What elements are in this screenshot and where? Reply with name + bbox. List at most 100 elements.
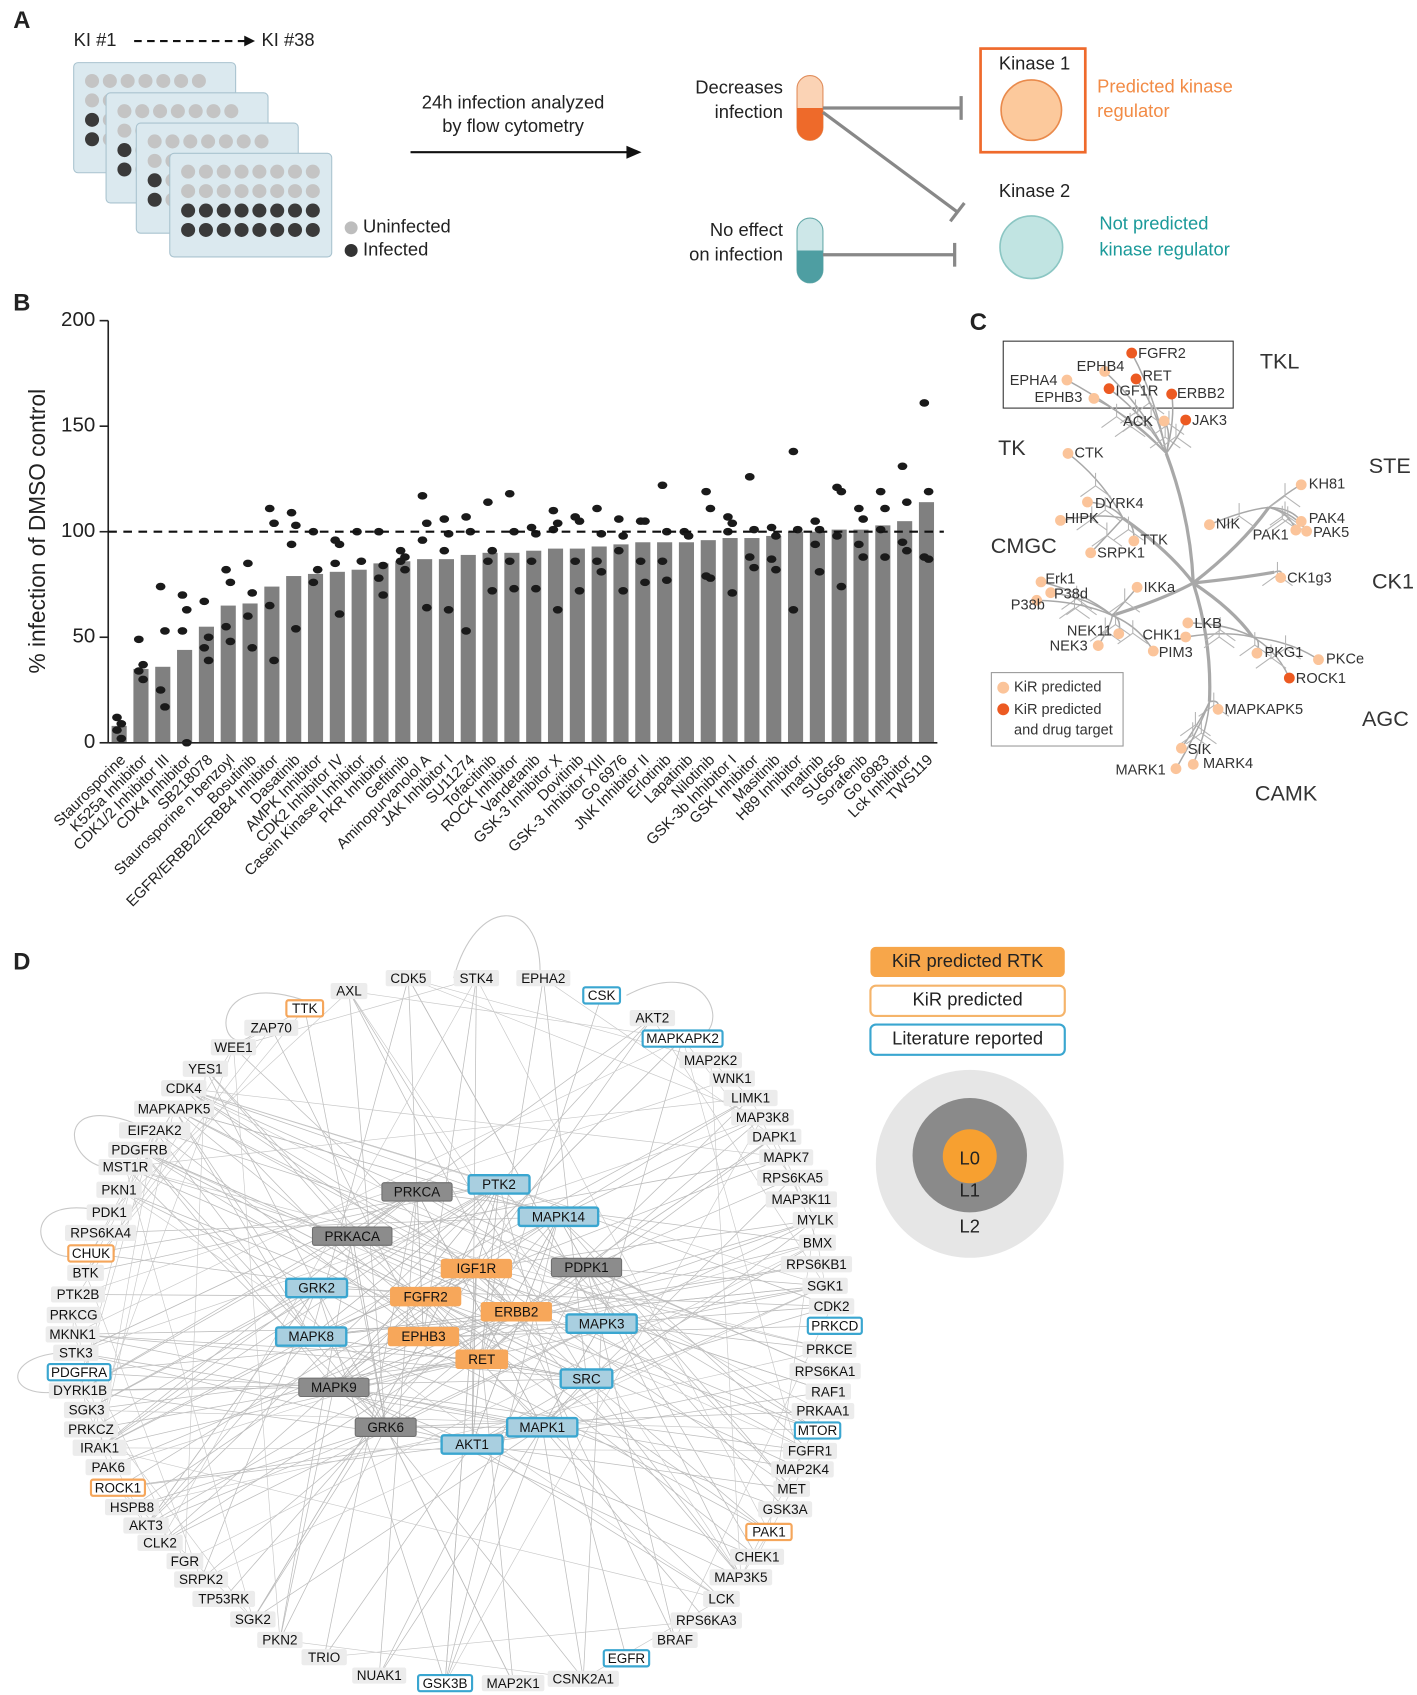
node-label: LCK	[708, 1592, 734, 1607]
replicate-dot	[461, 627, 471, 635]
well	[287, 203, 303, 218]
well	[181, 222, 196, 237]
network-node	[808, 1298, 855, 1315]
replicate-dot	[421, 519, 432, 528]
replicate-dot	[286, 540, 297, 549]
network-node	[745, 1522, 793, 1542]
network-node	[730, 1548, 785, 1565]
well	[252, 203, 267, 218]
well	[234, 203, 249, 218]
kinase-label: HIPK	[1065, 511, 1099, 527]
replicate-dot	[421, 603, 432, 612]
node-label: CDK5	[390, 971, 426, 986]
node-label: TRIO	[308, 1650, 340, 1665]
replicate-dot	[160, 703, 170, 711]
edge	[173, 1108, 602, 1324]
bar	[198, 626, 214, 743]
node-label: NUAK1	[357, 1668, 402, 1683]
node-label: RPS6KB1	[786, 1257, 847, 1272]
tree-twig	[1080, 485, 1096, 498]
network-node	[806, 1316, 863, 1335]
kinase-dot	[1290, 524, 1302, 536]
kinase-dot	[1099, 365, 1111, 377]
replicate-dot	[221, 565, 231, 574]
edge	[444, 1427, 543, 1684]
network-node	[137, 1534, 183, 1551]
node-label: PDK1	[92, 1205, 127, 1220]
edge	[601, 1285, 826, 1324]
bar	[678, 542, 695, 743]
network-node	[793, 1421, 842, 1440]
tree-branch	[1111, 581, 1195, 617]
replicate-dot	[880, 553, 890, 561]
node-label: MAPK8	[288, 1329, 334, 1344]
edge	[183, 1087, 787, 1158]
replicate-dot	[378, 591, 388, 599]
well	[287, 184, 303, 199]
edge	[99, 1447, 722, 1600]
edge	[75, 1191, 418, 1354]
replicate-dot	[923, 487, 934, 496]
edge	[385, 1427, 514, 1684]
edge	[476, 1219, 816, 1269]
edge	[472, 1444, 792, 1490]
edge	[184, 1242, 818, 1562]
node-label: MKNK1	[49, 1327, 95, 1342]
network-node	[311, 1226, 393, 1246]
kinase-label: SIK	[1188, 742, 1212, 758]
kinase-dot	[1313, 654, 1324, 666]
panel-a-graphics	[134, 35, 1087, 284]
replicate-dot	[312, 565, 323, 574]
kinase-label: NEK11	[1067, 623, 1112, 639]
network-node	[387, 1326, 460, 1347]
node-label: IRAK1	[80, 1440, 119, 1455]
edge	[80, 1386, 334, 1391]
edge	[233, 1047, 281, 1640]
replicate-dot	[308, 578, 319, 587]
kinase-label: ERBB2	[1177, 386, 1225, 402]
network-node	[72, 1439, 127, 1456]
tree-twig	[1059, 607, 1075, 620]
well	[206, 104, 221, 119]
kinase-dot	[1283, 672, 1295, 684]
replicate-dot	[574, 517, 585, 525]
kinase1-label: Kinase 1	[999, 53, 1070, 74]
replicate-dot	[919, 399, 930, 407]
edge	[541, 1427, 584, 1679]
edge	[145, 1287, 317, 1526]
tree-twig	[1204, 629, 1221, 642]
node-label: MAPK9	[311, 1380, 357, 1395]
network-node	[703, 1590, 740, 1608]
edge	[601, 1323, 830, 1350]
notpredicted-text: kinase regulator	[1099, 238, 1230, 259]
replicate-dot	[504, 489, 515, 498]
well	[117, 162, 132, 177]
network-node	[547, 1670, 619, 1687]
edge	[183, 1087, 477, 1269]
replicate-dot	[225, 637, 236, 646]
tree-twig	[1185, 732, 1202, 745]
arrow-head	[626, 145, 642, 159]
node-label: PDPK1	[564, 1260, 608, 1275]
kinase-dot	[1062, 448, 1074, 459]
network-node	[301, 1649, 347, 1666]
node-label: RAF1	[811, 1384, 845, 1399]
node-label: CDK4	[166, 1081, 202, 1096]
network-node	[709, 1569, 773, 1586]
replicate-dot	[880, 504, 890, 513]
kinase-label: CTK	[1074, 445, 1103, 461]
edge	[139, 1149, 587, 1380]
tree-twig	[1095, 485, 1111, 498]
network-node	[792, 1211, 839, 1229]
bar	[133, 668, 149, 743]
kinase-label: PAK1	[1253, 527, 1289, 543]
network-node	[63, 1421, 118, 1438]
edge	[279, 1427, 387, 1641]
tree-branch	[1192, 506, 1271, 585]
well	[147, 153, 162, 168]
network-node	[679, 1052, 742, 1069]
edge	[270, 1027, 424, 1337]
tree-branch	[1164, 452, 1195, 584]
bar	[417, 559, 433, 743]
